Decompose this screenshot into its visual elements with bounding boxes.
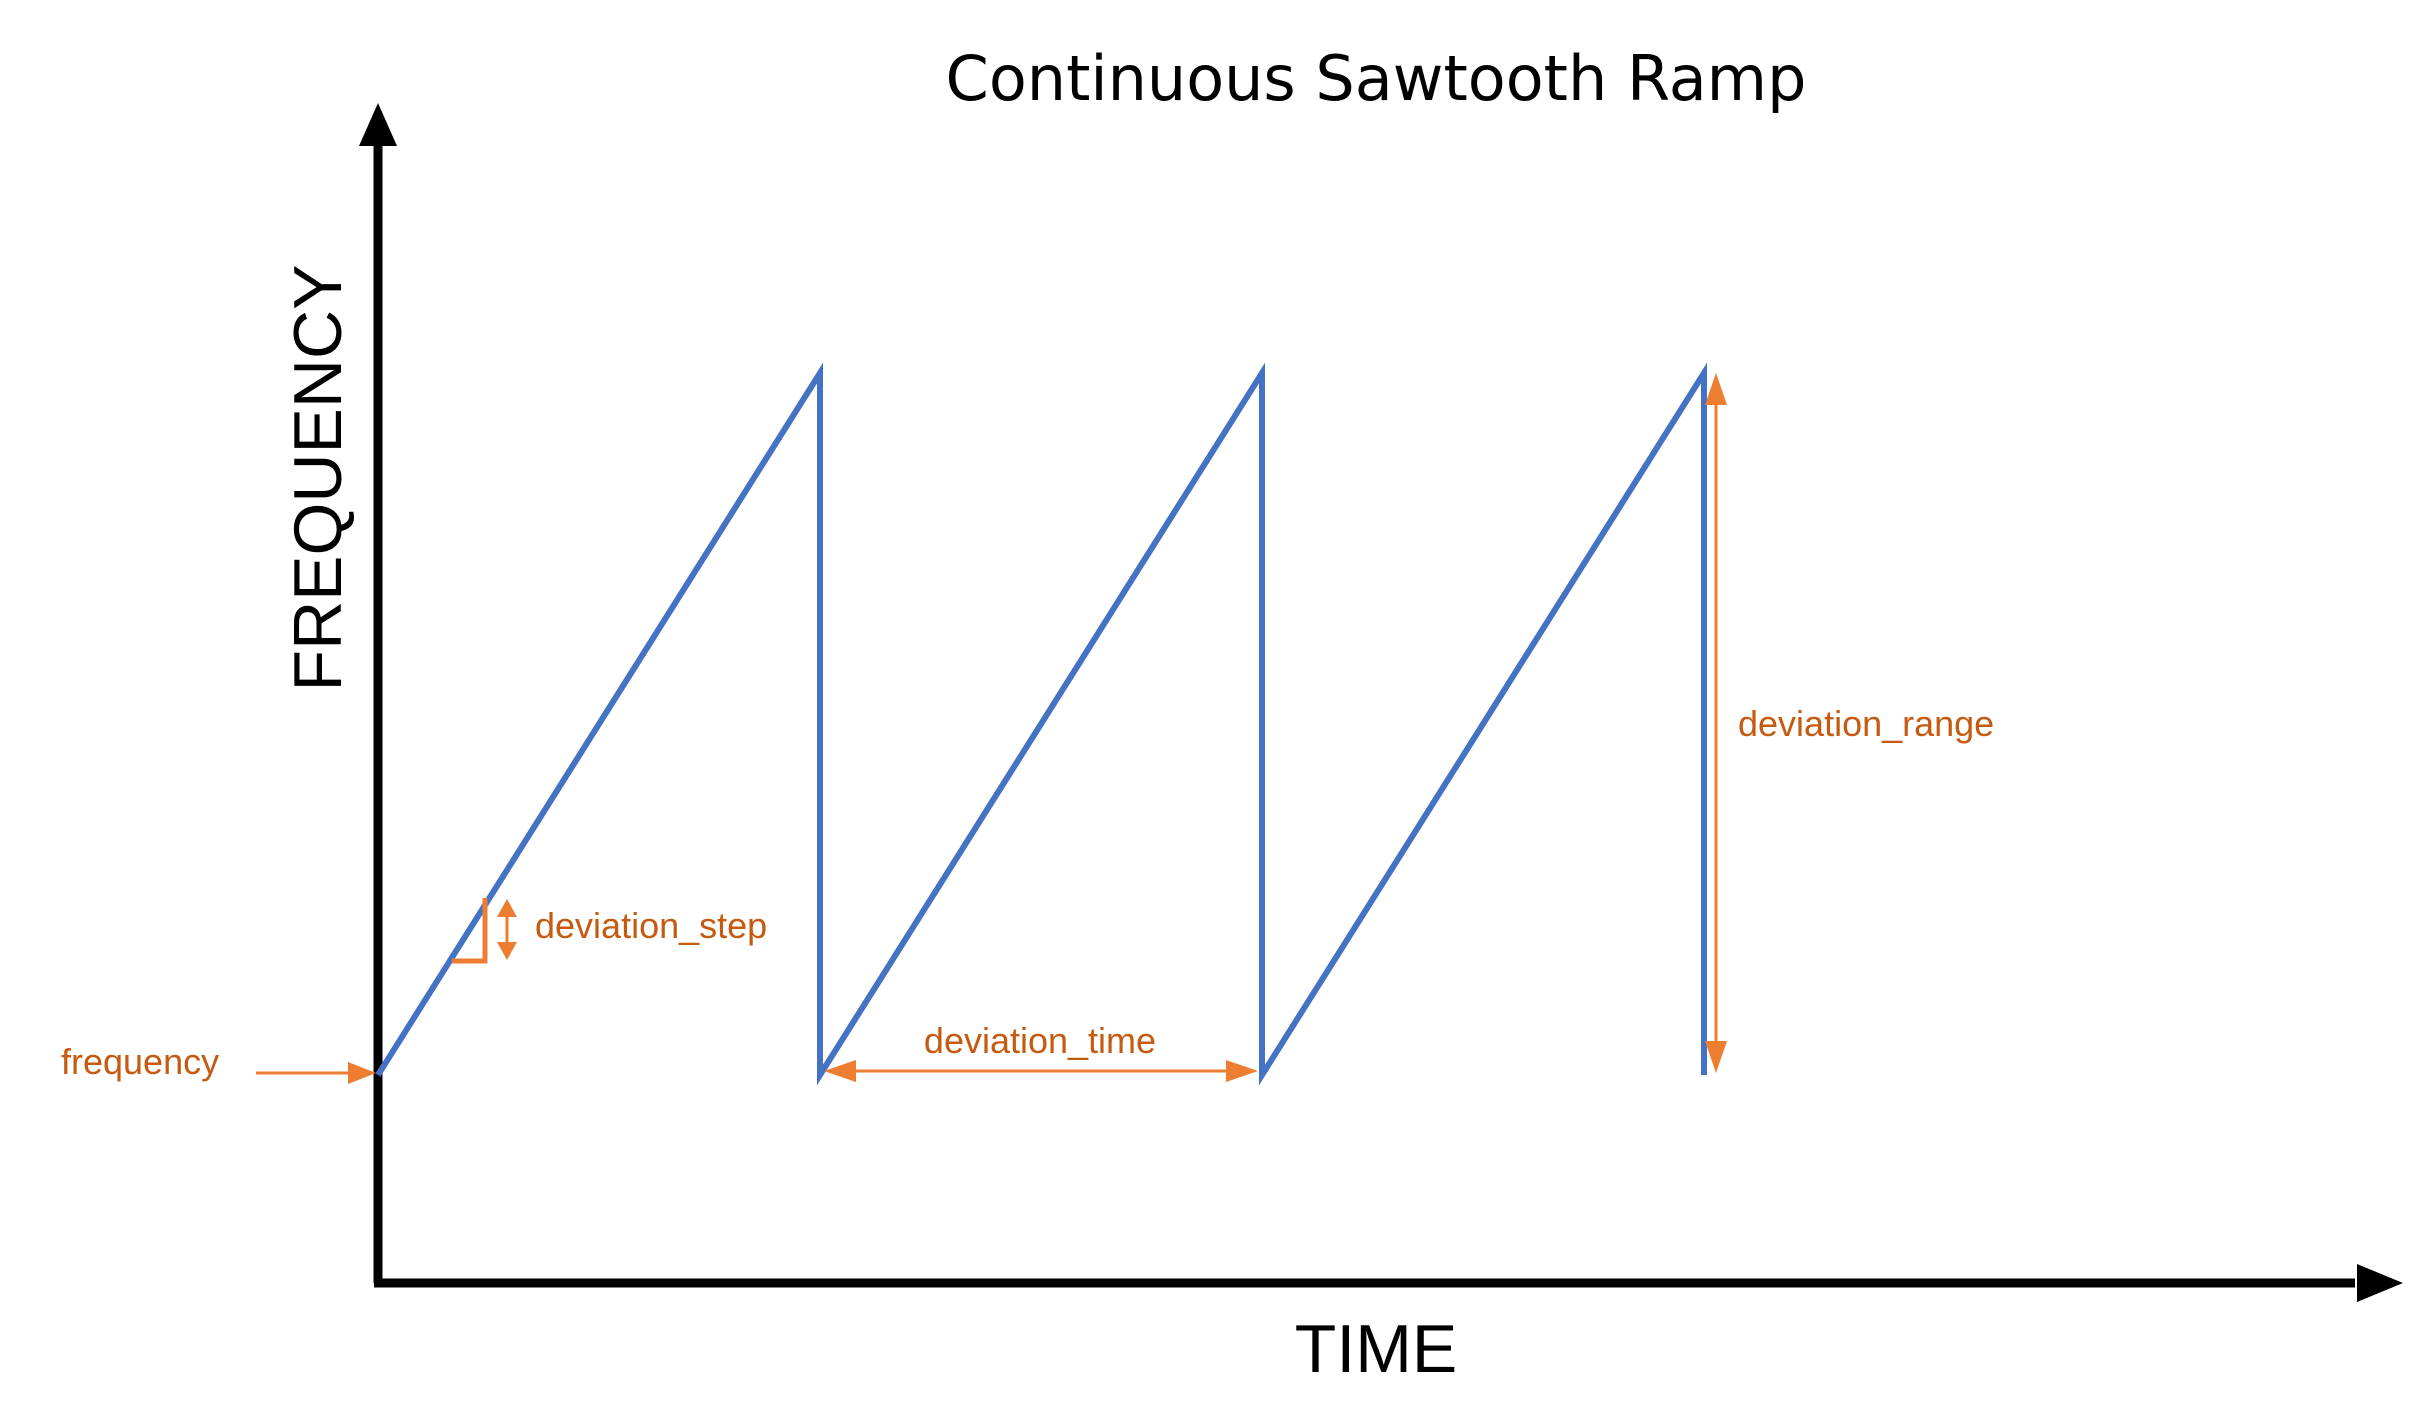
y-axis-label: FREQUENCY bbox=[280, 265, 356, 692]
deviation-step-annotation: deviation_step bbox=[452, 898, 767, 964]
axes bbox=[359, 103, 2403, 1302]
deviation-time-label: deviation_time bbox=[924, 1020, 1156, 1061]
x-axis-arrowhead bbox=[2357, 1264, 2403, 1302]
deviation-range-arrowhead-down bbox=[1705, 1041, 1727, 1073]
frequency-label: frequency bbox=[61, 1041, 219, 1082]
x-axis-label: TIME bbox=[1295, 1311, 1457, 1387]
deviation-step-label: deviation_step bbox=[535, 905, 767, 946]
frequency-annotation: frequency bbox=[61, 1041, 376, 1084]
sawtooth-waveform bbox=[375, 362, 1707, 1086]
deviation-step-bracket bbox=[452, 898, 488, 964]
deviation-range-arrowhead-up bbox=[1705, 373, 1727, 405]
deviation-time-arrowhead-right bbox=[1226, 1060, 1258, 1082]
y-axis-arrowhead bbox=[359, 103, 397, 146]
frequency-arrowhead bbox=[348, 1062, 376, 1084]
deviation-range-label: deviation_range bbox=[1738, 703, 1994, 744]
diagram-title: Continuous Sawtooth Ramp bbox=[946, 42, 1807, 115]
deviation-time-arrowhead-left bbox=[824, 1060, 856, 1082]
deviation-step-arrowhead-up bbox=[497, 899, 517, 917]
deviation-range-annotation: deviation_range bbox=[1705, 373, 1994, 1073]
deviation-step-arrowhead-down bbox=[497, 942, 517, 960]
deviation-time-annotation: deviation_time bbox=[824, 1020, 1258, 1082]
